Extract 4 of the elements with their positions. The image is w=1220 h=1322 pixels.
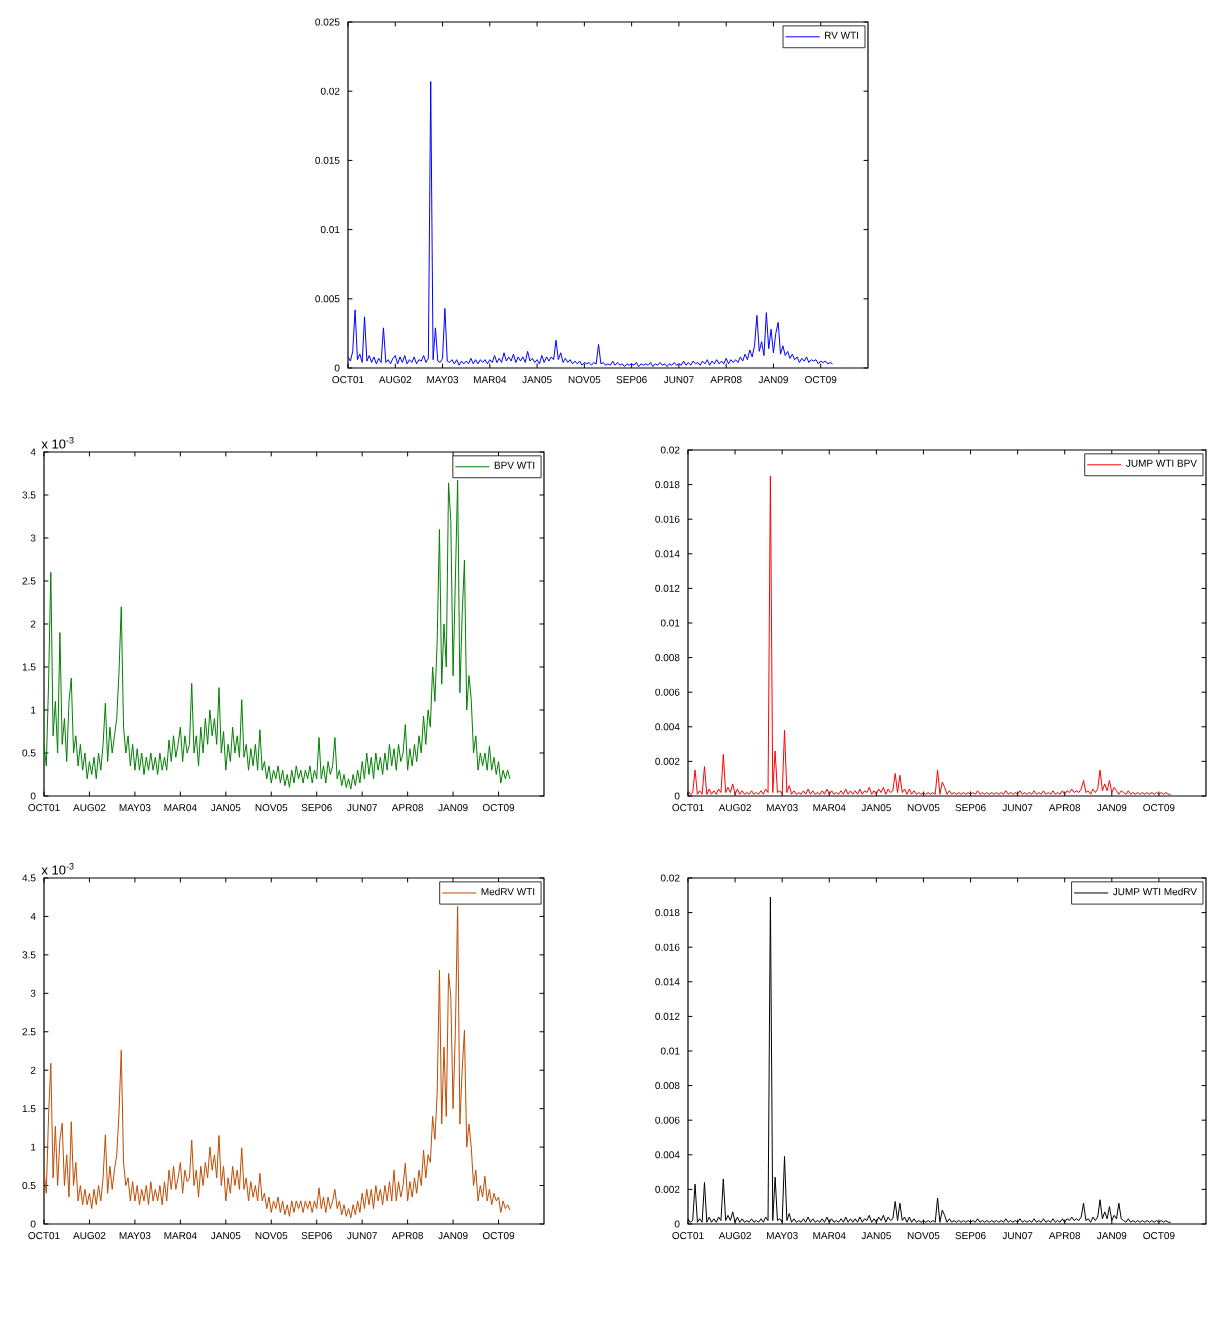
- line-series: [687, 475, 1172, 795]
- line-series: [44, 905, 511, 1219]
- line-series: [44, 479, 511, 790]
- line-series: [347, 81, 834, 368]
